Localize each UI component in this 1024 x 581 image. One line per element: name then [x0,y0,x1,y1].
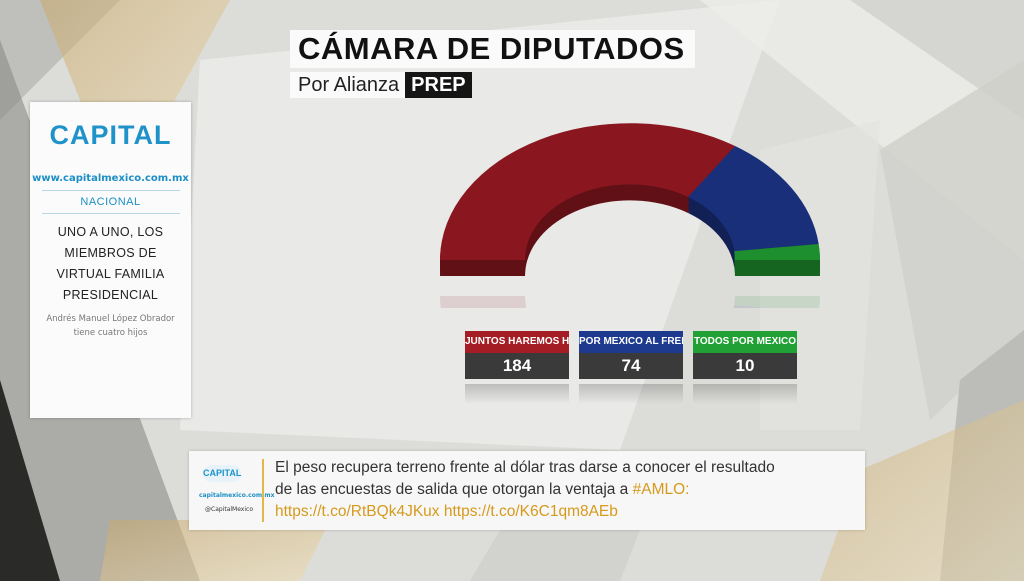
subtitle-box: Por Alianza PREP [290,72,472,98]
ticker-hashtag[interactable]: #AMLO: [632,481,690,498]
legend-label: TODOS POR MEXICO [693,331,797,353]
divider [41,213,180,214]
ticker-line1: El peso recupera terreno frente al dólar… [275,459,775,476]
legend-value: 10 [693,353,797,379]
legend-value: 74 [579,353,683,379]
chart-reflection [440,296,820,308]
ticker-line2: de las encuestas de salida que otorgan l… [275,481,633,498]
ticker-url: capitalmexico.com.mx [199,492,275,499]
subtitle-text: Por Alianza [298,73,400,96]
seat-slice-2 [688,146,819,252]
reflection-slice [733,304,772,308]
legend-item-juntos: JUNTOS HAREMOS HISTORIA 184 [465,331,569,379]
card-url: www.capitalmexico.com.mx [32,173,189,184]
legend-reflection [465,384,569,404]
ticker-link[interactable]: https://t.co/K6C1qm8AEb [443,503,618,520]
legend-label: POR MEXICO AL FRENTE [579,331,683,353]
divider [41,190,180,191]
card-description: Andrés Manuel López Obrador tiene cuatro… [46,314,175,338]
seat-slice-1 [440,123,736,261]
seat-chart [440,123,820,308]
card-section: NACIONAL [80,196,141,208]
ticker-logo: CAPITAL [203,465,241,482]
seat-slice-3 [734,244,820,260]
page-title: CÁMARA DE DIPUTADOS [298,31,685,66]
reflection-slice [440,296,527,308]
ticker-separator [262,459,264,522]
prep-badge: PREP [405,72,472,98]
legend-value: 184 [465,353,569,379]
legend-reflection [579,384,683,404]
ticker-link[interactable]: https://t.co/RtBQk4JKux [275,503,440,520]
legend-label: JUNTOS HAREMOS HISTORIA [465,331,569,353]
capital-logo: CAPITAL [49,120,172,150]
title-box: CÁMARA DE DIPUTADOS [290,30,695,68]
reflection-slice [734,296,820,308]
legend-item-por-mexico: POR MEXICO AL FRENTE 74 [579,331,683,379]
ticker-handle: @CapitalMexico [205,506,253,513]
card-headline: UNO A UNO, LOS MIEMBROS DE VIRTUAL FAMIL… [56,225,165,302]
news-card[interactable]: CAPITAL www.capitalmexico.com.mx NACIONA… [30,102,191,418]
ticker-text: El peso recupera terreno frente al dólar… [275,457,855,523]
legend-reflection [693,384,797,404]
news-ticker[interactable]: CAPITAL capitalmexico.com.mx @CapitalMex… [189,451,865,530]
legend-item-todos: TODOS POR MEXICO 10 [693,331,797,379]
